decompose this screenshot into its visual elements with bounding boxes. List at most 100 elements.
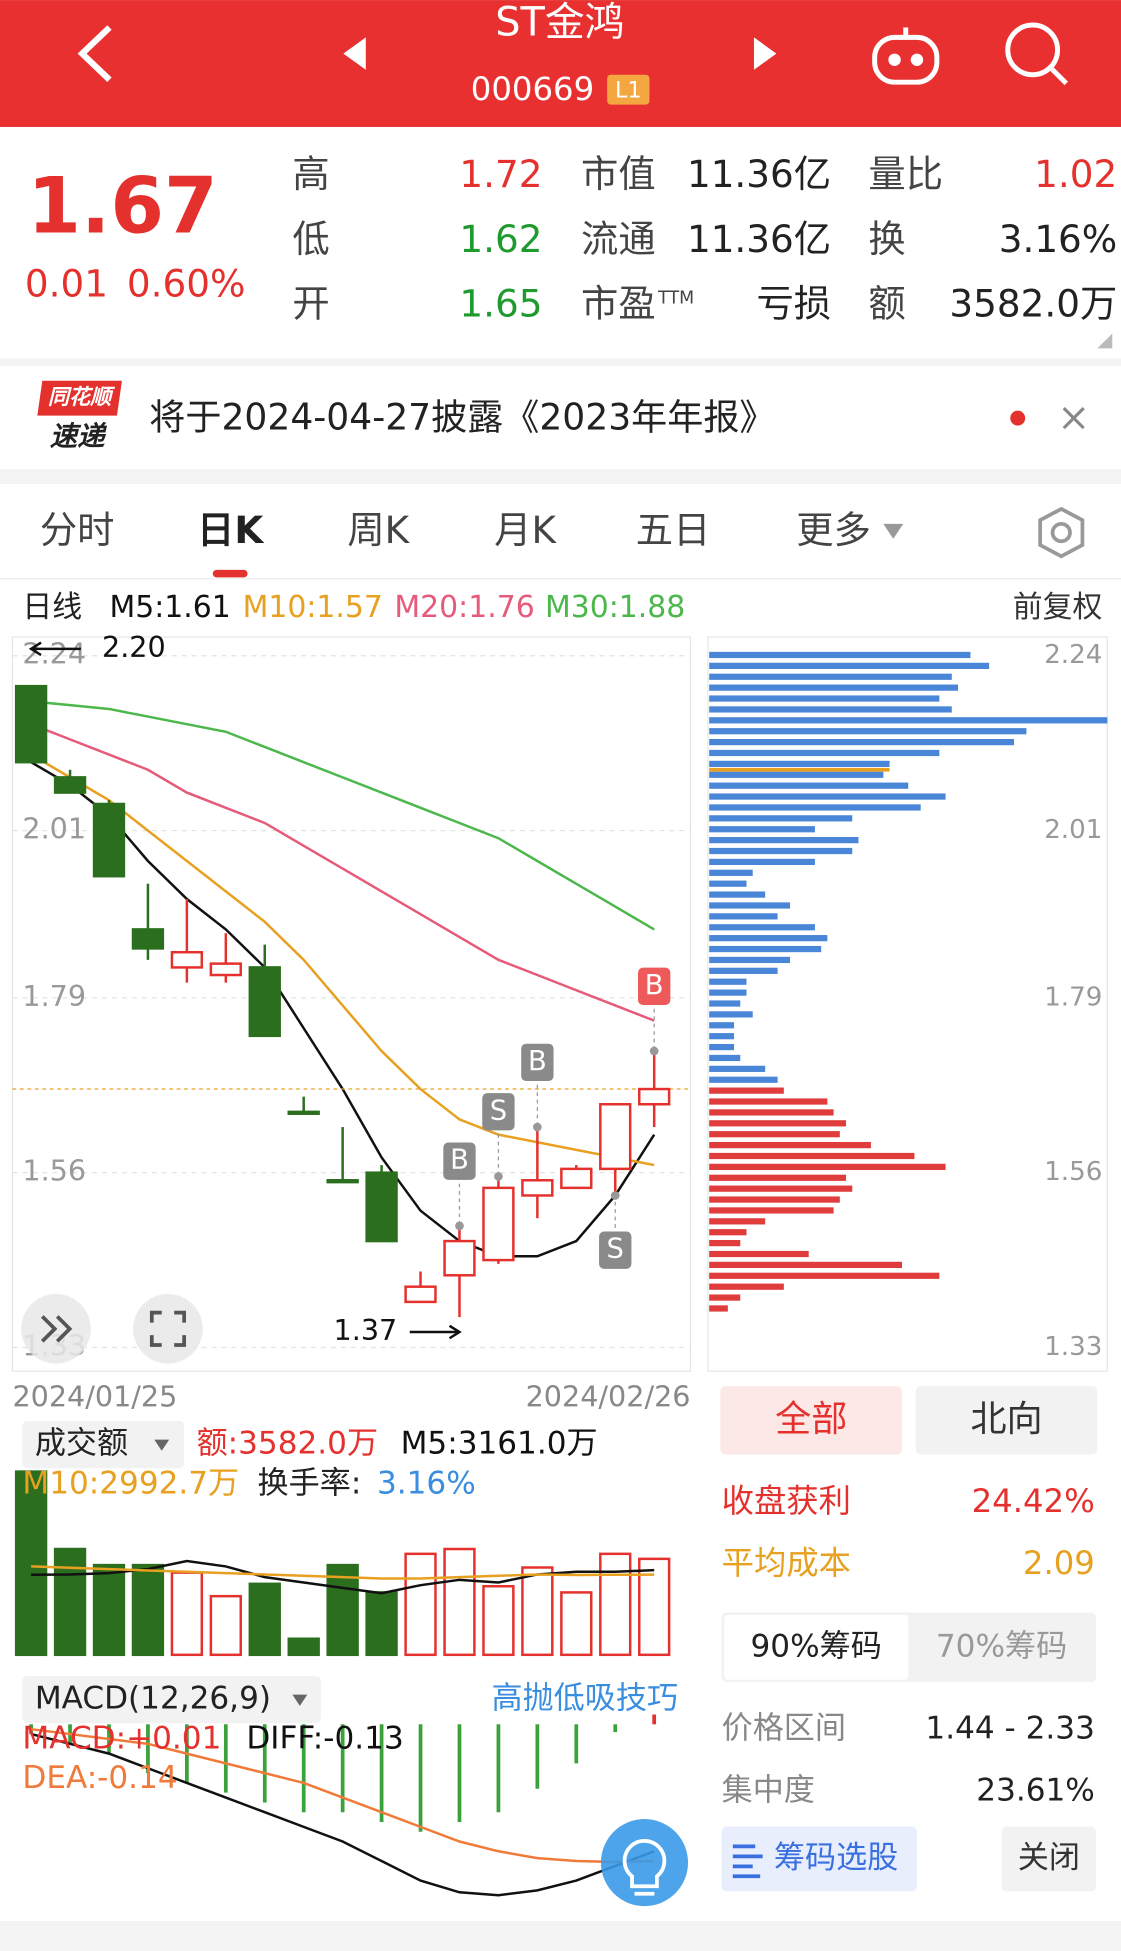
stat-value: 1.62: [459, 217, 542, 261]
stat-label: 额: [868, 282, 905, 326]
candle-body: [326, 1179, 359, 1184]
expand-icon: [40, 1315, 73, 1343]
chip-bar: [709, 684, 959, 691]
search-icon[interactable]: [1005, 22, 1069, 86]
candle-body: [443, 1239, 476, 1277]
chip-bar: [709, 847, 853, 855]
close-button[interactable]: [1001, 1826, 1097, 1892]
chip-bar: [709, 1240, 741, 1247]
strategy-link[interactable]: 高抛低吸技巧: [491, 1681, 678, 1717]
select-button[interactable]: [721, 1826, 917, 1892]
tab[interactable]: 五日: [636, 508, 711, 552]
chip-bar: [709, 837, 859, 844]
prev-stock[interactable]: [343, 37, 366, 70]
profit-value: 24.42%: [972, 1482, 1095, 1520]
dropdown-arrow: [154, 1439, 170, 1451]
volume-bar: [209, 1594, 242, 1657]
signal-label: S: [490, 1095, 507, 1126]
chip-bar: [709, 1185, 853, 1192]
news-banner[interactable]: 同花顺 速递 将于2024-04-27披露《2023年年报》: [37, 380, 1026, 453]
volume-bar: [560, 1591, 593, 1657]
extreme-arrow: [409, 1324, 462, 1340]
chip-bar: [709, 1218, 766, 1225]
volume-ma: [31, 1565, 655, 1580]
chip-tab[interactable]: 70%筹码: [936, 1628, 1067, 1664]
tab[interactable]: 更多: [796, 508, 871, 552]
chip-bar: [709, 869, 753, 876]
tab-active[interactable]: 日K: [197, 508, 265, 552]
back-button[interactable]: [77, 25, 112, 82]
signal-dot: [649, 1046, 659, 1056]
range-label: 价格区间: [722, 1710, 846, 1746]
price-change: 0.01: [25, 262, 108, 306]
candle-body: [92, 802, 126, 878]
tab[interactable]: 分时: [40, 508, 115, 552]
tips-button[interactable]: [600, 1819, 689, 1907]
concentration-label: 集中度: [722, 1773, 815, 1809]
chip-bar: [709, 913, 778, 920]
legend-entry: M20:1.76: [394, 590, 534, 625]
indicator-select[interactable]: [22, 1420, 185, 1469]
chip-bar: [709, 782, 909, 789]
chip-tab: 90%筹码: [751, 1628, 882, 1664]
price-change-pct: 0.60%: [127, 262, 246, 306]
stat-label: 流通: [581, 217, 656, 261]
x-tick-label: 2024/01/25: [12, 1380, 177, 1414]
volume-bar: [287, 1637, 320, 1657]
volume-bar: [170, 1571, 204, 1657]
legend-entry: M30:1.88: [545, 590, 685, 625]
next-stock[interactable]: [753, 37, 777, 70]
chip-bar: [709, 771, 884, 778]
y-tick-label: 2.24: [22, 637, 86, 671]
concentration-value: 23.61%: [976, 1773, 1095, 1809]
news-text: 将于2024-04-27披露《2023年年报》: [149, 396, 775, 438]
chip-bar: [709, 880, 747, 887]
tab-active[interactable]: [720, 1386, 903, 1455]
candle-body: [521, 1179, 554, 1197]
macd-title: MACD(12,26,9): [35, 1681, 271, 1717]
dropdown-arrow: [292, 1694, 308, 1706]
signal-badge: [638, 967, 671, 1006]
tab[interactable]: 月K: [494, 508, 557, 552]
panel-tab: 全部: [775, 1398, 847, 1440]
chip-bar: [709, 1207, 834, 1214]
fullscreen-icon: [149, 1310, 187, 1347]
tab[interactable]: 周K: [347, 508, 410, 552]
chip-bar: [709, 1163, 946, 1170]
indicator-select[interactable]: [22, 1675, 321, 1724]
volume-bar: [53, 1547, 87, 1657]
volume-bar: [521, 1566, 554, 1657]
chip-bar: [709, 1033, 735, 1040]
signal-badge: [521, 1043, 554, 1082]
tab-underline: [212, 569, 248, 578]
volume-bar: [326, 1563, 359, 1657]
fullscreen-button[interactable]: [133, 1294, 203, 1364]
logo-top: 同花顺: [48, 384, 115, 409]
stat-value: 3.16%: [999, 217, 1118, 261]
volume-bar: [365, 1591, 398, 1657]
tab-active[interactable]: [724, 1615, 909, 1680]
turnover-value: 3.16%: [377, 1465, 476, 1501]
candle-body: [599, 1103, 632, 1171]
y-tick-label: 2.24: [1044, 640, 1102, 670]
divider: [0, 469, 1121, 485]
tab[interactable]: [915, 1386, 1098, 1455]
cost-label: 平均成本: [722, 1544, 851, 1582]
profit-label: 收盘获利: [722, 1482, 851, 1520]
robot-icon[interactable]: [872, 27, 940, 85]
signal-badge: [599, 1231, 632, 1269]
candle-body: [482, 1186, 515, 1262]
settings-icon[interactable]: [1038, 506, 1085, 559]
volume-amount: 额:3582.0万: [197, 1426, 378, 1462]
chip-bar: [709, 989, 747, 996]
chip-bar: [709, 978, 747, 985]
adjust-mode[interactable]: 前复权: [1013, 590, 1103, 625]
close-news[interactable]: [1062, 407, 1085, 430]
kline-frame: [11, 636, 692, 1372]
chip-bar: [709, 1043, 735, 1051]
chip-bar: [709, 1098, 828, 1105]
turnover-label: 换手率:: [258, 1465, 362, 1501]
signal-dot: [533, 1122, 542, 1132]
stat-value: 1.72: [459, 152, 542, 196]
